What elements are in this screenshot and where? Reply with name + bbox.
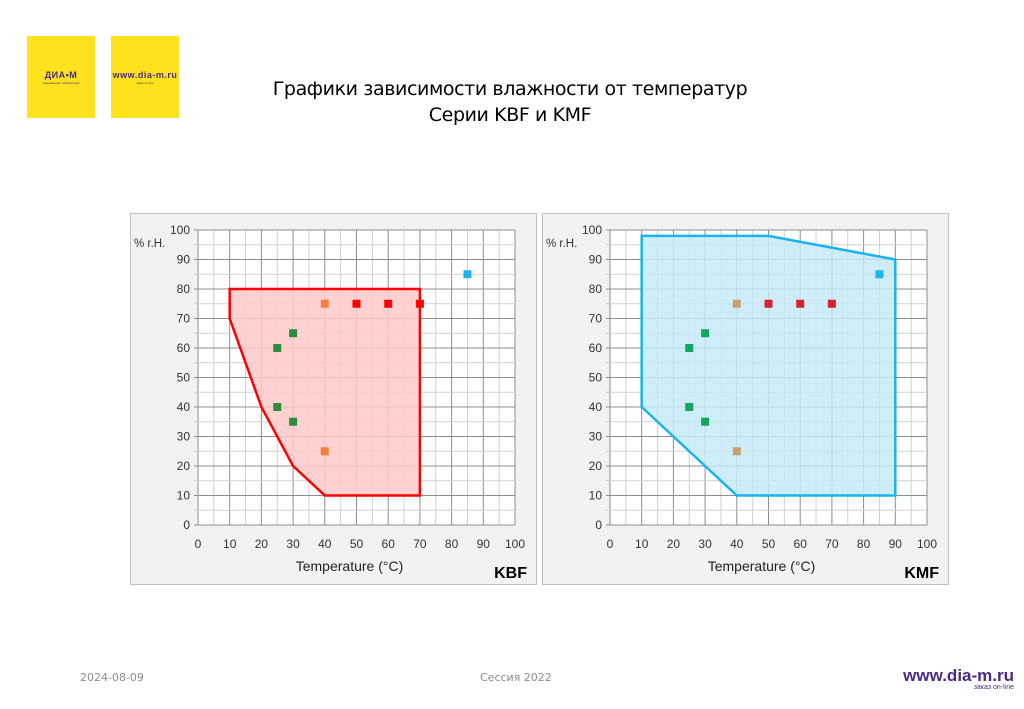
title-line-1: Графики зависимости влажности от темпера…	[272, 78, 748, 100]
data-point	[732, 447, 741, 456]
x-tick-label: 80	[445, 537, 459, 551]
logo-tagline: современная лаборатория	[42, 80, 80, 85]
x-tick-label: 90	[477, 537, 491, 551]
x-tick-label: 50	[350, 537, 364, 551]
x-tick-label: 80	[857, 537, 871, 551]
x-tick-label: 60	[382, 537, 396, 551]
y-tick-label: 60	[589, 341, 603, 355]
title-line-2: Серии KBF и KMF	[428, 104, 592, 126]
footer-session: Сессия 2022	[480, 671, 552, 684]
y-tick-label: 40	[177, 400, 191, 414]
x-tick-label: 100	[917, 537, 937, 551]
x-tick-label: 30	[698, 537, 712, 551]
x-tick-label: 20	[255, 537, 269, 551]
y-tick-label: 90	[589, 253, 603, 267]
data-point	[320, 299, 329, 308]
data-point	[685, 403, 694, 411]
data-point	[701, 329, 710, 338]
y-tick-label: 30	[589, 430, 603, 444]
logo-url-tagline: заказ on-line	[136, 80, 154, 85]
y-tick-label: 90	[177, 253, 191, 267]
x-tick-label: 50	[762, 537, 776, 551]
data-point	[320, 447, 329, 456]
y-tick-label: 50	[589, 371, 603, 385]
x-tick-label: 90	[889, 537, 903, 551]
x-tick-label: 60	[794, 537, 808, 551]
x-tick-label: 70	[825, 537, 839, 551]
series-label: KBF	[494, 565, 527, 582]
y-tick-label: 100	[582, 223, 602, 237]
y-tick-label: 100	[170, 223, 190, 237]
chart-kmf: 0 10 20 30 40 50 60 70 80 90 100 0 10 20 30 40 50 60 70 80 9…	[542, 213, 949, 585]
data-point	[701, 417, 710, 426]
chart-svg: 0 10 20 30 40 50 60 70 80 90 100 0 10 20 30 40 50 60 70 80 9…	[134, 223, 527, 582]
y-tick-label: 40	[589, 400, 603, 414]
data-point	[875, 270, 884, 279]
data-point	[352, 299, 361, 308]
data-point	[732, 299, 741, 308]
chart-kbf: 0 10 20 30 40 50 60 70 80 90 100 0 10 20 30 40 50 60 70 80 9…	[130, 213, 537, 585]
y-tick-label: 20	[589, 459, 603, 473]
x-tick-label: 70	[413, 537, 427, 551]
x-tick-label: 10	[223, 537, 237, 551]
data-point	[289, 329, 298, 338]
x-tick-label: 10	[635, 537, 649, 551]
x-tick-label: 40	[730, 537, 744, 551]
x-tick-label: 0	[607, 537, 614, 551]
y-tick-label: 60	[177, 341, 191, 355]
y-tick-label: 30	[177, 430, 191, 444]
dia-m-logo: ДИА•М современная лаборатория	[27, 36, 95, 118]
data-point	[415, 299, 424, 308]
x-tick-label: 100	[505, 537, 525, 551]
y-axis-label: % r.H.	[134, 238, 165, 250]
footer-brand[interactable]: www.dia-m.ru заказ on-line	[903, 666, 1014, 691]
footer-date: 2024-08-09	[80, 671, 144, 684]
dia-m-url-logo: www.dia-m.ru заказ on-line	[111, 36, 179, 118]
brand-sub: заказ on-line	[973, 684, 1014, 691]
chart-svg: 0 10 20 30 40 50 60 70 80 90 100 0 10 20 30 40 50 60 70 80 9…	[546, 223, 939, 582]
y-tick-label: 20	[177, 459, 191, 473]
page-title: Графики зависимости влажности от темпера…	[200, 76, 820, 128]
y-tick-label: 0	[183, 518, 190, 532]
operating-region	[228, 287, 422, 497]
x-tick-label: 30	[286, 537, 300, 551]
x-axis-label: Temperature (°C)	[708, 558, 816, 574]
y-tick-label: 70	[177, 312, 191, 326]
data-point	[273, 344, 282, 352]
x-tick-label: 0	[195, 537, 202, 551]
logo-name: ДИА•М	[44, 69, 78, 80]
data-point	[463, 270, 472, 279]
data-point	[764, 299, 773, 308]
x-axis-label: Temperature (°C)	[296, 558, 404, 574]
y-axis-label: % r.H.	[546, 238, 577, 250]
brand-url: www.dia-m.ru	[903, 666, 1014, 685]
y-tick-label: 70	[589, 312, 603, 326]
x-tick-label: 40	[318, 537, 332, 551]
data-point	[796, 299, 805, 308]
y-tick-label: 0	[595, 518, 602, 532]
data-point	[827, 299, 836, 308]
series-label: KMF	[904, 565, 939, 582]
x-tick-label: 20	[667, 537, 681, 551]
y-tick-label: 10	[177, 489, 191, 503]
data-point	[384, 299, 393, 308]
data-point	[273, 403, 282, 411]
y-tick-label: 80	[589, 282, 603, 296]
data-point	[289, 417, 298, 426]
y-tick-label: 80	[177, 282, 191, 296]
y-tick-label: 10	[589, 489, 603, 503]
data-point	[685, 344, 694, 352]
y-tick-label: 50	[177, 371, 191, 385]
logo-url: www.dia-m.ru	[112, 69, 178, 80]
